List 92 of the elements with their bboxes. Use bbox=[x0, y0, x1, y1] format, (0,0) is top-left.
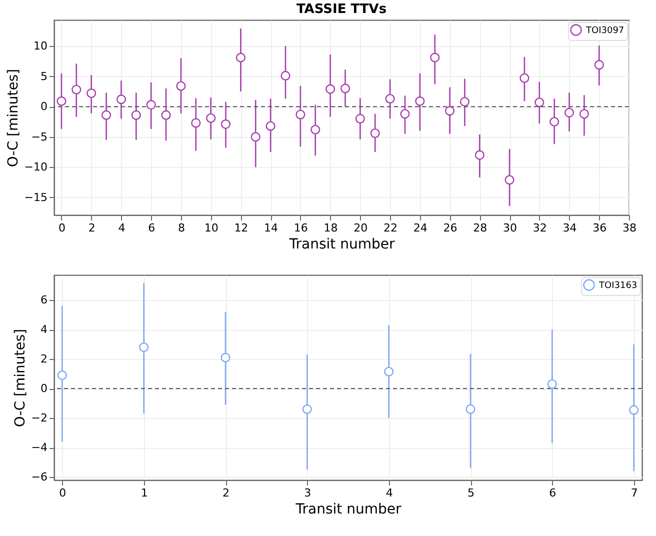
x-tick-label: 12 bbox=[234, 222, 248, 234]
point bbox=[116, 94, 126, 104]
y-tick-label: 2 bbox=[40, 352, 48, 366]
x-tick-label: 38 bbox=[622, 222, 636, 234]
x-tick-label: 14 bbox=[264, 222, 278, 234]
x-tick-label: 28 bbox=[473, 222, 488, 234]
point bbox=[86, 88, 96, 98]
y-tick-label: −10 bbox=[24, 160, 48, 174]
x-tick-label: 6 bbox=[148, 222, 156, 234]
x-tick-label: 1 bbox=[140, 486, 148, 500]
point bbox=[176, 81, 186, 91]
y-tick-label: 5 bbox=[40, 70, 48, 83]
point bbox=[56, 96, 66, 106]
x-tick-label: 24 bbox=[413, 222, 428, 234]
x-tick-label: 10 bbox=[204, 222, 218, 234]
point bbox=[206, 113, 216, 123]
y-tick-label: 10 bbox=[34, 40, 48, 53]
point bbox=[220, 119, 231, 129]
point bbox=[296, 110, 306, 120]
point bbox=[355, 114, 365, 124]
y-tick-label: −4 bbox=[31, 441, 48, 454]
point bbox=[302, 404, 312, 414]
x-tick-label: 0 bbox=[59, 486, 66, 500]
x-tick-label: 30 bbox=[503, 222, 518, 234]
x-tick-label: 5 bbox=[468, 486, 474, 500]
y-tick-label: 0 bbox=[40, 382, 48, 396]
x-tick-label: 2 bbox=[88, 222, 96, 234]
point bbox=[547, 379, 557, 389]
x-tick-label: 16 bbox=[294, 222, 308, 234]
point bbox=[266, 121, 276, 131]
point bbox=[340, 84, 350, 94]
point bbox=[415, 96, 425, 106]
point bbox=[466, 404, 476, 414]
point bbox=[444, 106, 455, 116]
point bbox=[504, 175, 514, 185]
point bbox=[594, 60, 604, 70]
x-tick-label: 3 bbox=[304, 486, 312, 500]
x-tick-label: 18 bbox=[324, 222, 338, 234]
point bbox=[131, 110, 141, 120]
point bbox=[579, 109, 589, 119]
point bbox=[57, 370, 67, 380]
point bbox=[520, 73, 530, 83]
y-axis-title: O-C [minutes] bbox=[5, 68, 22, 168]
x-tick-label: 8 bbox=[178, 222, 185, 234]
x-tick-label: 7 bbox=[630, 486, 638, 500]
x-tick-label: 4 bbox=[386, 486, 393, 500]
point bbox=[629, 405, 639, 415]
x-tick-label: 36 bbox=[592, 222, 607, 234]
y-tick-label: −6 bbox=[31, 470, 48, 484]
x-axis-title: Transit number bbox=[288, 236, 395, 252]
y-axis-title: O-C [minutes] bbox=[12, 328, 28, 428]
x-tick-label: 26 bbox=[443, 222, 458, 234]
point bbox=[400, 109, 410, 119]
point bbox=[146, 100, 156, 110]
point bbox=[139, 342, 149, 352]
point bbox=[370, 128, 380, 138]
x-tick-label: 4 bbox=[118, 222, 126, 234]
legend-label: TOI3163 bbox=[598, 281, 638, 291]
point bbox=[72, 84, 82, 94]
point bbox=[250, 132, 260, 142]
y-tick-label: 4 bbox=[40, 323, 48, 336]
y-tick-label: 0 bbox=[40, 100, 48, 114]
point bbox=[161, 110, 171, 120]
point bbox=[564, 108, 574, 118]
y-tick-label: −15 bbox=[24, 190, 48, 204]
point bbox=[474, 150, 484, 160]
x-tick-label: 2 bbox=[222, 486, 230, 500]
point bbox=[534, 98, 544, 108]
x-tick-label: 0 bbox=[58, 222, 66, 234]
point bbox=[384, 366, 394, 376]
point bbox=[236, 52, 246, 62]
y-tick-label: −2 bbox=[31, 412, 48, 425]
chart-title: TASSIE TTVs bbox=[296, 2, 387, 17]
point bbox=[220, 352, 230, 362]
x-tick-label: 6 bbox=[549, 486, 556, 500]
point bbox=[326, 84, 336, 94]
y-tick-label: −5 bbox=[31, 130, 48, 144]
point bbox=[430, 52, 440, 62]
x-tick-label: 20 bbox=[354, 222, 368, 234]
x-tick-label: 34 bbox=[562, 222, 577, 234]
point bbox=[460, 96, 470, 107]
y-tick-label: 6 bbox=[40, 294, 48, 307]
point bbox=[385, 94, 395, 104]
point bbox=[191, 118, 201, 128]
x-tick-label: 22 bbox=[384, 222, 398, 234]
point bbox=[310, 124, 320, 134]
point bbox=[280, 70, 290, 80]
x-tick-label: 32 bbox=[532, 222, 547, 234]
point bbox=[550, 116, 560, 127]
point bbox=[101, 110, 112, 120]
legend-label: TOI3097 bbox=[585, 26, 624, 36]
x-axis-title: Transit number bbox=[294, 502, 402, 518]
